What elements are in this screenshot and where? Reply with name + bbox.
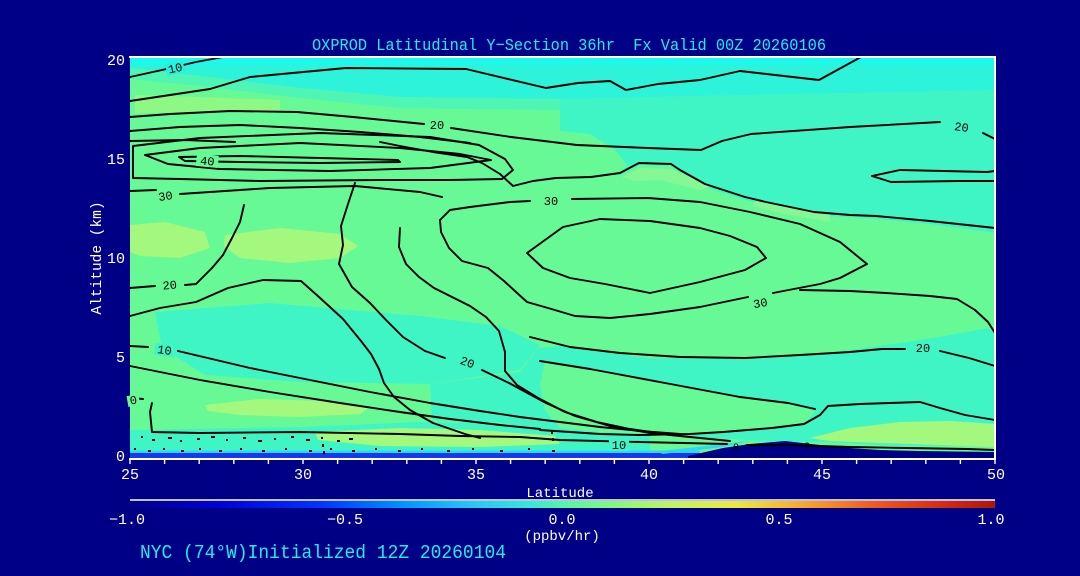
svg-text:Latitude: Latitude [526,486,593,502]
svg-text:OXPROD Latitudinal Y−Section 3: OXPROD Latitudinal Y−Section 36hr Fx Val… [312,37,826,56]
svg-text:0: 0 [804,442,810,453]
svg-text:10: 10 [612,439,626,453]
svg-text:20: 20 [916,342,930,356]
svg-text:35: 35 [467,467,485,484]
svg-text:0: 0 [129,394,139,409]
svg-text:5: 5 [116,350,125,367]
svg-text:20: 20 [162,278,178,293]
svg-text:NYC (74°W)Initialized 12Z 2026: NYC (74°W)Initialized 12Z 20260104 [140,542,506,564]
svg-text:45: 45 [813,467,831,484]
svg-text:10: 10 [107,251,125,268]
svg-text:20: 20 [953,120,969,136]
svg-text:0.0: 0.0 [548,512,575,529]
svg-text:0: 0 [116,449,125,466]
svg-text:30: 30 [294,467,312,484]
svg-text:−0.5: −0.5 [327,512,363,529]
svg-text:Altitude (km): Altitude (km) [90,201,106,314]
svg-text:30: 30 [544,195,558,209]
svg-text:0: 0 [733,443,739,454]
svg-text:20: 20 [430,119,444,133]
svg-text:15: 15 [107,152,125,169]
svg-text:30: 30 [157,189,173,205]
svg-text:30: 30 [752,296,769,312]
svg-text:10: 10 [156,343,172,359]
svg-text:10: 10 [167,61,184,78]
svg-text:50: 50 [987,467,1005,484]
svg-text:1.0: 1.0 [977,512,1004,529]
svg-text:0.5: 0.5 [765,512,792,529]
svg-text:20: 20 [458,354,476,372]
svg-text:−1.0: −1.0 [109,512,145,529]
svg-text:20: 20 [107,53,125,70]
svg-text:40: 40 [199,154,215,169]
svg-text:(ppbv/hr): (ppbv/hr) [524,529,600,545]
svg-text:40: 40 [640,467,658,484]
svg-text:25: 25 [121,467,139,484]
